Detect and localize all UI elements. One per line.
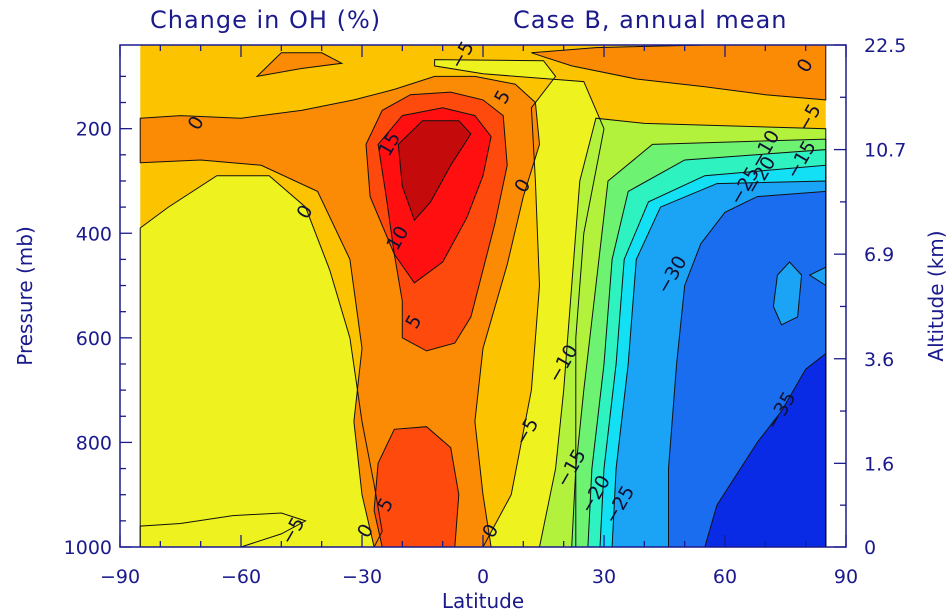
y2-tick-label: 3.6 [864,349,894,371]
x-tick-label: −90 [100,566,140,588]
contour-fill-layer [120,45,846,547]
y-tick-label: 800 [76,432,112,454]
contour-line [808,266,827,287]
contour-region [374,426,459,547]
contour-line [704,352,827,547]
x-axis-title: Latitude [442,589,524,613]
contour-line [434,59,605,547]
y2-tick-label: 0 [864,537,876,559]
x-tick-label: 0 [477,566,489,588]
x-tick-label: 90 [834,566,858,588]
contour-line [139,75,541,547]
y-tick-label: 200 [76,119,112,141]
no-data-strip-left [120,45,141,547]
contour-line [139,512,307,547]
contour-region [773,262,802,325]
contour-region [257,52,342,77]
contour-region [809,267,826,286]
y-tick-label: 600 [76,328,112,350]
y2-axis-title: Altitude (km) [924,230,948,361]
chart-title-left: Change in OH (%) [150,6,382,34]
tick-layer: −90 −60 −30 0 30 60 90 200 400 600 800 1000 22.5 10.7… [64,35,907,588]
contour-line [139,175,383,547]
y2-tick-label: 6.9 [864,244,894,266]
y-tick-label: 1000 [64,537,112,559]
y-axis-title: Pressure (mb) [13,226,37,366]
contour-line [255,52,344,78]
x-tick-label: 30 [592,566,616,588]
contour-line [397,120,472,222]
contour-line [365,91,508,352]
y2-tick-label: 22.5 [864,35,906,57]
contour-region [531,45,826,100]
x-tick-label: −60 [221,566,261,588]
x-tick-label: −30 [342,566,382,588]
contour-line [373,426,460,547]
contour-line-layer [139,45,827,547]
chart-title-right: Case B, annual mean [513,6,788,34]
contour-region [398,120,471,221]
y2-tick-label: 1.6 [864,453,894,475]
y2-tick-label: 10.7 [864,140,906,162]
x-tick-label: 60 [713,566,737,588]
y-tick-label: 400 [76,223,112,245]
contour-region [140,513,306,547]
contour-region [140,175,383,547]
contour-line [531,45,827,101]
contour-line [772,261,803,326]
no-data-strip-right [825,45,846,547]
contour-region [704,353,826,547]
contour-line [377,107,492,284]
